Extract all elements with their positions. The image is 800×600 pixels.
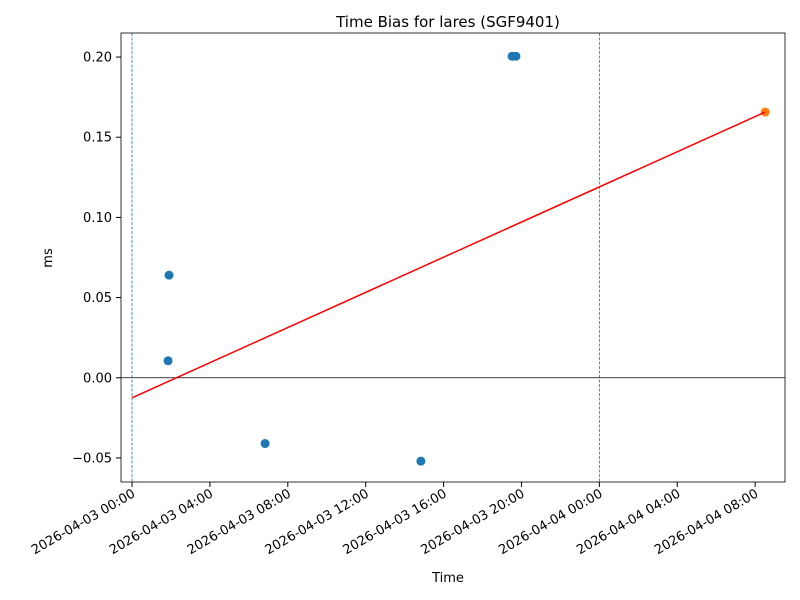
y-tick-label: 0.05 bbox=[83, 291, 112, 306]
trend-line bbox=[131, 111, 766, 399]
y-tick-label: 0.20 bbox=[83, 51, 112, 66]
point bbox=[416, 456, 426, 466]
y-axis-label: ms bbox=[41, 248, 56, 268]
point bbox=[260, 439, 270, 449]
point bbox=[511, 51, 521, 61]
y-tick-label: 0.15 bbox=[83, 131, 112, 146]
y-tick-label: 0.10 bbox=[83, 211, 112, 226]
plot-frame bbox=[120, 32, 786, 483]
y-tick-label: −0.05 bbox=[72, 451, 112, 466]
x-axis-label: Time bbox=[431, 571, 464, 586]
point bbox=[163, 356, 173, 366]
chart-title: Time Bias for lares (SGF9401) bbox=[335, 13, 560, 31]
y-tick-label: 0.00 bbox=[83, 371, 112, 386]
point bbox=[164, 270, 174, 280]
